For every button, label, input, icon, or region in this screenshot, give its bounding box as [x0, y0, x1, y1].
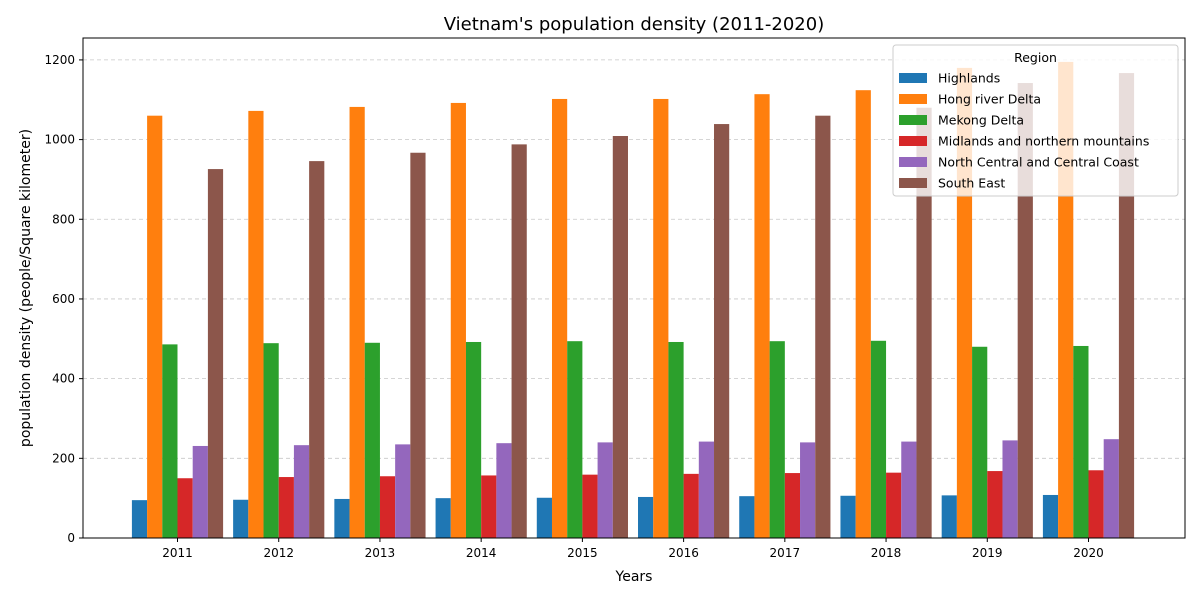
x-tick-label: 2011 — [162, 546, 193, 560]
legend-swatch — [899, 178, 927, 188]
bar — [293, 445, 310, 538]
bar — [567, 341, 583, 538]
legend-entry-label: North Central and Central Coast — [938, 155, 1139, 170]
bar — [147, 115, 163, 538]
bar — [278, 477, 294, 538]
bar — [901, 441, 917, 538]
bar — [192, 445, 208, 538]
bar — [1002, 440, 1018, 538]
bar — [551, 98, 568, 538]
bar — [1088, 470, 1104, 538]
bar — [379, 476, 396, 538]
bar — [450, 102, 466, 538]
bar — [131, 500, 148, 538]
bar — [207, 169, 224, 539]
bar — [1103, 439, 1119, 538]
bar — [886, 472, 902, 538]
y-tick-label: 1200 — [44, 53, 75, 67]
bar — [698, 441, 715, 538]
bar — [1073, 345, 1089, 538]
bar — [334, 498, 350, 538]
legend-swatch — [899, 73, 927, 83]
bar — [800, 442, 816, 538]
chart-title: Vietnam's population density (2011-2020) — [444, 14, 824, 35]
y-tick-label: 600 — [52, 292, 75, 306]
bar — [870, 340, 887, 538]
bar — [683, 473, 699, 538]
x-tick-label: 2014 — [466, 546, 497, 560]
legend-title: Region — [1014, 50, 1057, 65]
legend-entry-label: Mekong Delta — [938, 113, 1024, 128]
bar — [815, 115, 831, 538]
axes: 0 200 400 600 800 1000 1200 2011 2012 2013 2014 201… — [44, 37, 1186, 560]
legend-swatch — [899, 115, 927, 125]
bar — [638, 496, 654, 538]
bar — [349, 106, 365, 538]
legend-swatch — [899, 157, 927, 167]
bar — [511, 144, 527, 538]
bar — [1042, 494, 1059, 538]
bar — [754, 94, 770, 539]
legend-entry-label: Hong river Delta — [938, 92, 1041, 107]
bar — [496, 443, 512, 538]
y-tick-label: 200 — [52, 451, 75, 465]
x-tick-label: 2016 — [668, 546, 699, 560]
bar — [177, 478, 193, 538]
legend-swatch — [899, 136, 927, 146]
y-tick-label: 800 — [52, 212, 75, 226]
x-tick-label: 2012 — [263, 546, 294, 560]
y-tick-label: 1000 — [44, 133, 75, 147]
bar — [162, 344, 178, 538]
x-axis-title: Years — [615, 569, 653, 585]
bar — [435, 498, 451, 538]
x-tick-label: 2017 — [770, 546, 801, 560]
bar — [597, 442, 613, 538]
bar — [987, 471, 1003, 538]
bar — [395, 444, 411, 538]
bar — [653, 98, 669, 538]
bar — [481, 475, 497, 538]
x-tick-label: 2013 — [365, 546, 396, 560]
bar — [465, 341, 482, 538]
bar — [364, 342, 380, 538]
bar — [855, 90, 871, 539]
bar — [840, 495, 856, 538]
bar — [536, 497, 552, 538]
legend-entry-label: Highlands — [938, 71, 1000, 86]
bar — [612, 136, 628, 538]
y-axis-title: population density (people/Square kilome… — [18, 129, 34, 447]
legend-entry-label: South East — [938, 176, 1005, 191]
bar — [784, 473, 801, 538]
bar — [941, 495, 957, 538]
bar — [739, 496, 755, 538]
x-tick-label: 2015 — [567, 546, 598, 560]
bar — [714, 124, 730, 538]
plot-frame — [82, 37, 1186, 539]
bar — [582, 474, 598, 538]
bar — [668, 341, 684, 538]
x-tick-label: 2018 — [871, 546, 902, 560]
legend-swatch — [899, 94, 927, 104]
bar — [769, 341, 785, 538]
bar — [248, 110, 264, 539]
bar — [916, 107, 932, 538]
legend-box — [892, 44, 1179, 197]
legend: Region Highlands Hong river Delta Mekong De… — [892, 44, 1179, 197]
legend-entry-label: Midlands and northern mountains — [938, 134, 1149, 149]
bar — [972, 346, 988, 538]
y-tick-label: 400 — [52, 372, 75, 386]
bar — [1017, 83, 1033, 538]
bar — [263, 343, 279, 538]
bar — [309, 161, 325, 538]
y-tick-label: 0 — [67, 531, 75, 545]
x-tick-label: 2019 — [972, 546, 1003, 560]
bar — [233, 499, 249, 538]
x-tick-label: 2020 — [1073, 546, 1104, 560]
bar — [410, 152, 426, 539]
